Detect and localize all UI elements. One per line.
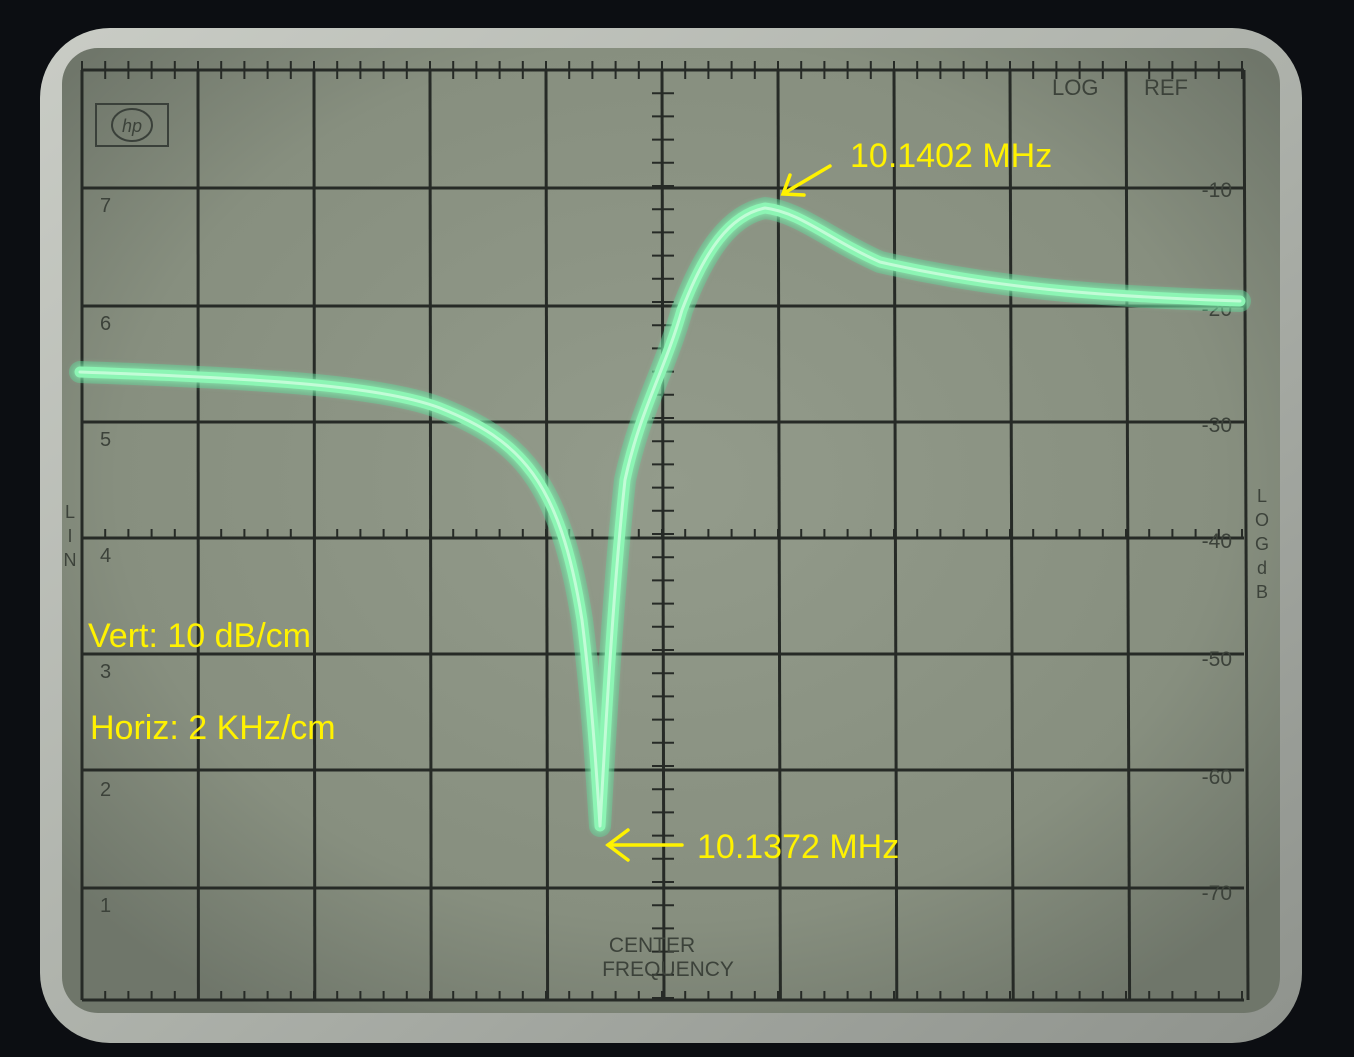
- crt-screen: [62, 48, 1280, 1013]
- peak-arrow: [780, 164, 832, 197]
- notch-frequency-label: 10.1372 MHz: [697, 828, 900, 866]
- log-letter: L: [1257, 486, 1267, 506]
- left-scale-label: 7: [100, 195, 111, 217]
- right-scale-label: -10: [1202, 179, 1232, 202]
- left-scale-label: 2: [100, 779, 111, 801]
- lin-letter: I: [67, 526, 72, 546]
- left-scale-label: 3: [100, 661, 111, 683]
- right-scale-label: -30: [1202, 414, 1232, 437]
- left-scale-label: 5: [100, 429, 111, 451]
- left-scale-label: 4: [100, 545, 111, 567]
- log-letter: B: [1256, 582, 1268, 602]
- ref-label: REF: [1144, 75, 1188, 100]
- right-scale-label: -40: [1202, 530, 1232, 553]
- right-scale-label: -60: [1202, 766, 1232, 789]
- center-label-line2: FREQUENCY: [602, 958, 734, 981]
- log-label: LOG: [1052, 75, 1098, 100]
- center-label-line1: CENTER: [609, 934, 695, 957]
- trace-core: [78, 206, 1242, 828]
- lin-letter: N: [64, 550, 77, 570]
- log-letter: G: [1255, 534, 1269, 554]
- peak-frequency-label: 10.1402 MHz: [850, 137, 1053, 175]
- graticule-grid: [80, 61, 1250, 1002]
- left-scale-label: 1: [100, 895, 111, 917]
- grid-vline: [1124, 69, 1132, 1001]
- notch-arrow: [605, 828, 684, 862]
- lin-letter: L: [65, 502, 75, 522]
- horizontal-scale-label: Horiz: 2 KHz/cm: [90, 709, 336, 747]
- hp-logo: hp: [95, 103, 169, 147]
- right-scale-label: -50: [1202, 648, 1232, 671]
- grid-vline: [776, 69, 782, 1001]
- grid-vline: [1242, 69, 1250, 1001]
- log-letter: O: [1255, 510, 1269, 530]
- svg-text:hp: hp: [122, 116, 142, 136]
- vertical-scale-label: Vert: 10 dB/cm: [88, 617, 311, 655]
- lin-side-label: LIN: [64, 502, 77, 570]
- log-letter: d: [1257, 558, 1267, 578]
- right-scale-label: -70: [1202, 882, 1232, 905]
- left-lin-scale: 7 6 5 4 3 2 1: [100, 195, 111, 917]
- grid-vline: [1008, 69, 1015, 1001]
- right-log-scale: -10-20-30-40-50-60-70: [1202, 179, 1232, 905]
- grid-vline: [892, 69, 899, 1001]
- left-scale-label: 6: [100, 313, 111, 335]
